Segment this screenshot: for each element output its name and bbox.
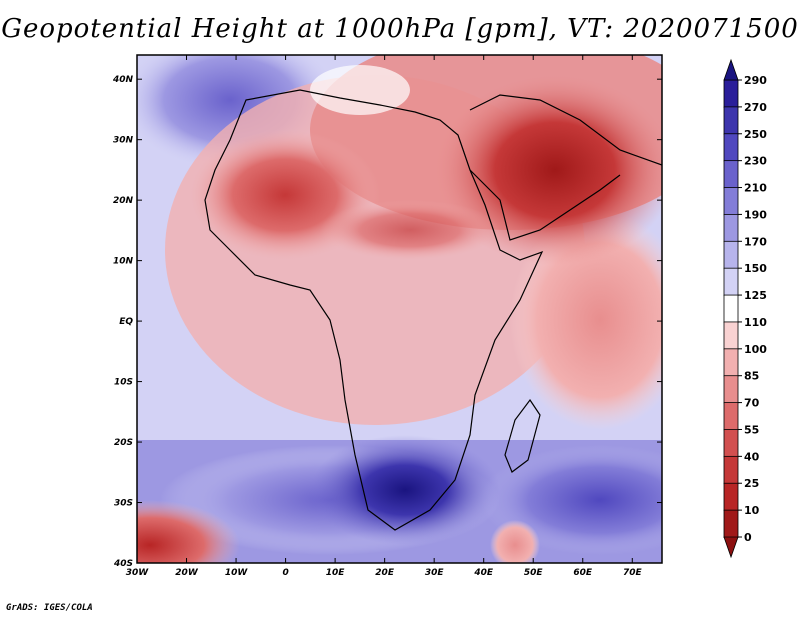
colorbar-segment [723,321,739,350]
colorbar-segment [723,79,739,108]
lon-label: 70E [623,568,643,578]
colorbar-label: 170 [744,235,767,248]
colorbar-label: 270 [744,101,767,114]
chart-title: Geopotential Height at 1000hPa [gpm], VT… [1,14,799,44]
lat-label: 20S [114,438,133,448]
colorbar-label: 0 [744,531,752,544]
lon-label: 20E [375,568,395,578]
lon-label: 10W [225,568,249,578]
colorbar-segment [723,214,739,243]
colorbar: 2902702502302101901701501251101008570554… [723,58,767,559]
colorbar-segment [723,294,739,323]
colorbar-label: 150 [744,262,767,275]
lon-label: 10E [326,568,346,578]
colorbar-label: 85 [744,370,759,383]
lat-label: 20N [113,196,134,206]
colorbar-label: 110 [744,316,767,329]
colorbar-label: 250 [744,128,767,141]
madagascar-coastline [504,398,541,473]
colorbar-min-arrow [723,536,739,559]
colorbar-label: 290 [744,74,767,87]
colorbar-label: 25 [744,477,759,490]
colorbar-segment [723,133,739,162]
colorbar-label: 230 [744,155,767,168]
lon-label: 20W [175,568,199,578]
colorbar-segment [723,402,739,431]
lat-label: 10N [113,257,134,267]
lat-label: 40S [113,559,133,569]
credit-label: GrADS: IGES/COLA [6,603,93,613]
colorbar-segment [723,375,739,404]
lat-label: 30N [113,136,134,146]
africa-coastline [204,89,544,531]
colorbar-segment [723,482,739,512]
colorbar-label: 55 [744,423,759,436]
colorbar-label: 100 [744,343,767,356]
colorbar-segment [723,509,739,538]
height-field [137,55,662,563]
colorbar-label: 190 [744,208,767,221]
arabia-coastline [469,94,662,241]
colorbar-segment [723,348,739,377]
lon-label: 0 [282,568,288,578]
colorbar-max-arrow [723,58,739,81]
colorbar-segment [723,267,739,296]
colorbar-segment [723,429,739,458]
colorbar-label: 210 [744,182,767,195]
lat-label: 30S [114,499,133,509]
colorbar-segment [723,160,739,189]
colorbar-label: 40 [744,450,760,463]
lon-label: 50E [524,568,544,578]
colorbar-label: 10 [744,504,760,517]
colorbar-segment [723,106,739,135]
lon-label: 40E [473,568,494,578]
colorbar-label: 125 [744,289,767,302]
colorbar-segment [723,187,739,216]
map-frame [136,54,663,564]
colorbar-label: 70 [744,397,760,410]
lon-label: 30W [126,568,150,578]
colorbar-segment [723,240,739,270]
colorbar-segment [723,455,739,485]
lon-label: 60E [573,568,593,578]
lat-label: 10S [114,378,133,388]
lon-label: 30E [425,568,445,578]
lat-label: EQ [119,317,133,327]
lat-label: 40N [112,75,134,85]
